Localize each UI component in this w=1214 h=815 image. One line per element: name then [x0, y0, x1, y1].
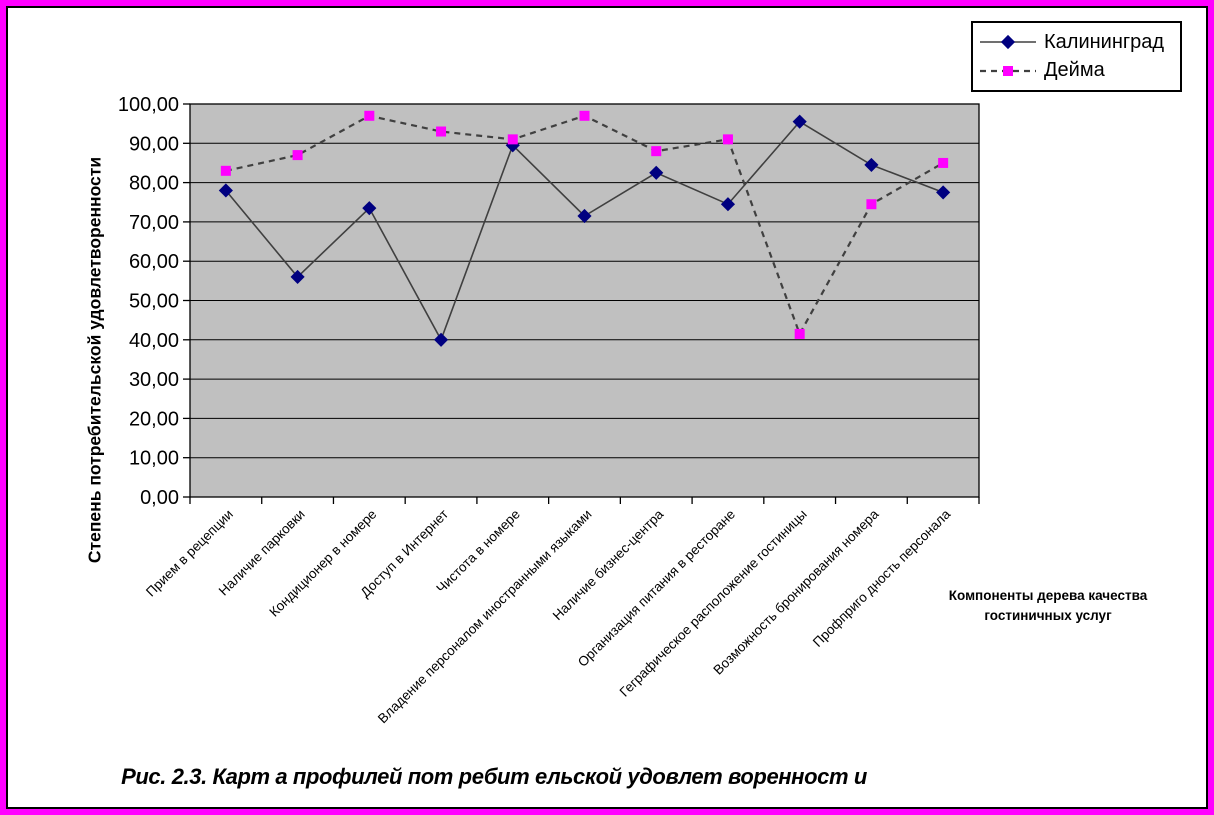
- x-category-label: Профприго дность персонала: [810, 506, 954, 650]
- y-tick-label: 20,00: [129, 408, 179, 430]
- y-tick-label: 100,00: [118, 94, 179, 116]
- data-point-deyma: [651, 146, 662, 157]
- y-tick-label: 30,00: [129, 369, 179, 391]
- legend-item-kaliningrad: Калининград: [979, 31, 1174, 54]
- y-tick-label: 90,00: [129, 133, 179, 155]
- data-point-deyma: [866, 199, 877, 210]
- y-axis-title: Степень потребительской удовлетворенност…: [84, 156, 105, 564]
- legend-label-deyma: Дейма: [1044, 59, 1105, 82]
- data-point-kaliningrad: [577, 208, 592, 224]
- legend-item-deyma: Дейма: [979, 59, 1174, 82]
- data-point-kaliningrad: [290, 269, 305, 284]
- data-point-kaliningrad: [864, 157, 879, 172]
- data-point-kaliningrad: [362, 201, 377, 216]
- y-tick-label: 70,00: [129, 212, 179, 234]
- square-marker-icon: [1003, 65, 1013, 76]
- x-axis-title: Компоненты дерева качества гостиничных у…: [928, 586, 1168, 626]
- data-point-deyma: [722, 134, 733, 145]
- x-axis-title-line1: Компоненты дерева качества: [948, 588, 1148, 603]
- data-point-kaliningrad: [720, 197, 736, 212]
- data-point-deyma: [794, 328, 805, 339]
- data-point-kaliningrad: [792, 114, 807, 129]
- y-tick-label: 50,00: [129, 291, 179, 313]
- chart-canvas: 0,00 10,00 20,00 30,00 40,00 50,00 60,00 70,00 8…: [6, 6, 1208, 809]
- y-tick-label: 0,00: [140, 487, 179, 509]
- data-point-kaliningrad: [433, 332, 449, 347]
- data-point-deyma: [292, 150, 303, 161]
- data-point-kaliningrad: [649, 165, 664, 180]
- data-point-kaliningrad: [218, 183, 233, 198]
- legend: Калининград Дейма: [971, 21, 1182, 92]
- y-tick-label: 80,00: [129, 173, 179, 195]
- x-axis-title-line2: гостиничных услуг: [984, 608, 1112, 623]
- legend-sample-deyma: [980, 65, 1036, 76]
- diamond-marker-icon: [1000, 35, 1016, 50]
- y-tick-label: 10,00: [129, 448, 179, 470]
- data-point-deyma: [364, 110, 375, 121]
- legend-sample-kaliningrad: [980, 35, 1036, 50]
- data-point-deyma: [938, 157, 949, 168]
- figure-caption: Рис. 2.3. Карт а профилей пот ребит ельс…: [121, 764, 867, 789]
- data-point-deyma: [436, 126, 447, 137]
- y-tick-label: 40,00: [129, 330, 179, 352]
- data-point-deyma: [220, 165, 231, 176]
- data-point-deyma: [579, 110, 590, 121]
- data-point-kaliningrad: [936, 185, 951, 200]
- y-tick-label: 60,00: [129, 251, 179, 273]
- legend-label-kaliningrad: Калининград: [1044, 30, 1165, 53]
- data-point-deyma: [507, 134, 518, 145]
- x-category-label: Организация питания в ресторане: [575, 507, 738, 670]
- line-chart-plot: 0,00 10,00 20,00 30,00 40,00 50,00 60,00 70,00 8…: [118, 94, 980, 726]
